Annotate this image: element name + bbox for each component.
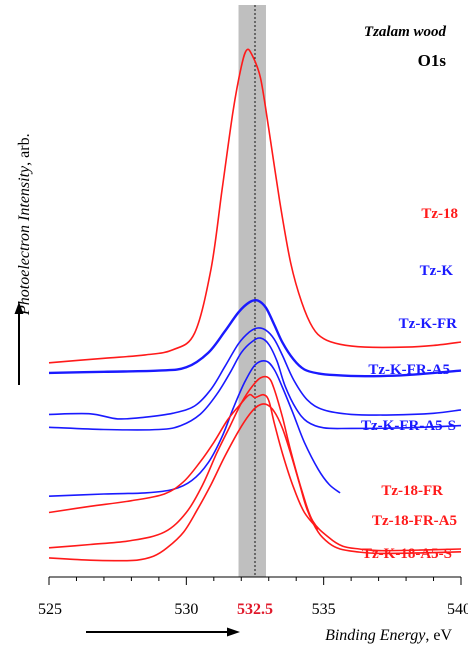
x-tick-label: 532.5 [237,601,273,618]
x-axis-label: Binding Energy, eV [325,627,452,644]
x-arrow-head [227,627,240,637]
x-tick-label: 530 [174,601,198,618]
series-line-tz-k-fr-a5-s [48,360,341,497]
series-label-tz-18-fr: Tz-18-FR [381,483,443,499]
series-label-tz-k: Tz-K [420,263,454,279]
series-line-tz-18 [48,48,462,364]
x-tick-label: 535 [312,601,336,618]
series-line-tz-k-18-a5-s [48,403,462,562]
series-label-tz-k-fr-a5-s: Tz-K-FR-A5-S [361,418,456,434]
y-arrow-head [14,302,24,314]
chart-subtitle: O1s [418,51,447,70]
series-label-tz-k-fr: Tz-K-FR [399,316,457,332]
x-tick-label: 540 [447,601,468,618]
y-axis-label-main: Photoelectron Intensity [16,165,33,316]
series-line-tz-18-fr [48,393,319,530]
series-line-tz-k-fr-a5 [48,337,462,431]
chart-title: Tzalam wood [364,24,447,40]
x-axis-label-unit: , eV [425,627,452,644]
y-axis-label-unit: , arb. [16,133,33,165]
x-tick-label: 525 [38,601,62,618]
series-line-tz-k-fr [48,327,462,420]
x-axis-ticks: 525 530 532.5 535 540 [38,577,468,618]
series-line-tz-k [48,298,462,378]
series-label-tz-k-18-a5-s: Tz-K-18-A5-S [362,546,452,562]
highlight-band [238,5,266,577]
x-axis-label-main: Binding Energy [325,627,426,644]
series-label-tz-18: Tz-18 [421,206,458,222]
series-group [48,48,462,562]
y-axis-label: Photoelectron Intensity, arb. [16,133,33,316]
series-line-tz-18-fr-a5 [48,375,462,552]
series-label-tz-k-fr-a5: Tz-K-FR-A5 [368,362,450,378]
series-labels: Tz-18 Tz-K Tz-K-FR Tz-K-FR-A5 Tz-K-FR-A5-S Tz… [361,206,458,562]
series-label-tz-18-fr-a5: Tz-18-FR-A5 [372,513,457,529]
